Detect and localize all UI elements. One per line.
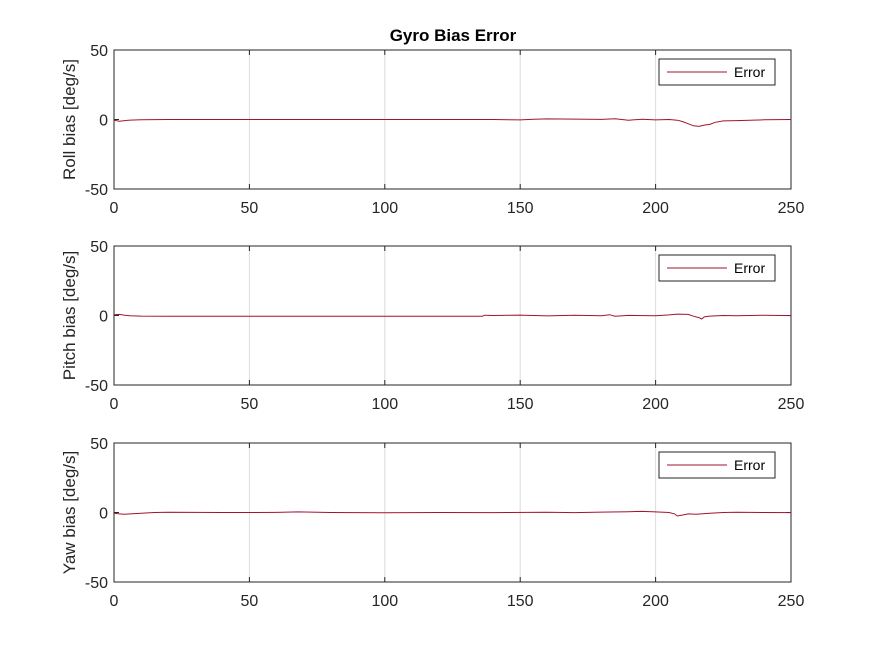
roll-x-tick-label: 50 bbox=[241, 200, 259, 217]
pitch-series-line bbox=[113, 313, 792, 320]
yaw-x-tick-label: 200 bbox=[642, 593, 669, 610]
roll-y-tick-label: -50 bbox=[85, 182, 108, 199]
roll-x-tick-label: 150 bbox=[507, 200, 534, 217]
yaw-x-tick-label: 250 bbox=[778, 593, 805, 610]
pitch-y-tick-label: 50 bbox=[90, 239, 108, 256]
pitch-x-tick-label: 250 bbox=[778, 396, 805, 413]
roll-series-line bbox=[113, 118, 792, 127]
yaw-x-tick-label: 100 bbox=[371, 593, 398, 610]
roll-legend: Error bbox=[658, 58, 776, 86]
pitch-y-axis-label: Pitch bias [deg/s] bbox=[60, 251, 79, 380]
pitch-legend: Error bbox=[658, 254, 776, 282]
roll-x-tick-label: 250 bbox=[778, 200, 805, 217]
pitch-x-tick-label: 150 bbox=[507, 396, 534, 413]
yaw-x-tick-label: 0 bbox=[110, 593, 119, 610]
yaw-y-axis-label: Yaw bias [deg/s] bbox=[60, 451, 79, 574]
roll-x-tick-label: 0 bbox=[110, 200, 119, 217]
yaw-series-line bbox=[113, 510, 792, 517]
yaw-x-tick-label: 50 bbox=[241, 593, 259, 610]
pitch-x-tick-label: 200 bbox=[642, 396, 669, 413]
roll-y-tick-label: 50 bbox=[90, 43, 108, 60]
pitch-legend-label: Error bbox=[734, 260, 765, 276]
chart-title: Gyro Bias Error bbox=[390, 26, 517, 45]
roll-x-tick-label: 100 bbox=[371, 200, 398, 217]
pitch-y-tick-label: 0 bbox=[99, 309, 108, 326]
pitch-y-tick-label: -50 bbox=[85, 378, 108, 395]
roll-legend-label: Error bbox=[734, 64, 765, 80]
yaw-y-tick-label: 0 bbox=[99, 506, 108, 523]
roll-x-tick-label: 200 bbox=[642, 200, 669, 217]
yaw-y-tick-label: 50 bbox=[90, 436, 108, 453]
yaw-legend-label: Error bbox=[734, 457, 765, 473]
pitch-x-tick-label: 0 bbox=[110, 396, 119, 413]
pitch-x-tick-label: 100 bbox=[371, 396, 398, 413]
roll-y-axis-label: Roll bias [deg/s] bbox=[60, 59, 79, 180]
pitch-x-tick-label: 50 bbox=[241, 396, 259, 413]
yaw-x-tick-label: 150 bbox=[507, 593, 534, 610]
yaw-legend: Error bbox=[658, 451, 776, 479]
roll-y-tick-label: 0 bbox=[99, 113, 108, 130]
yaw-y-tick-label: -50 bbox=[85, 575, 108, 592]
